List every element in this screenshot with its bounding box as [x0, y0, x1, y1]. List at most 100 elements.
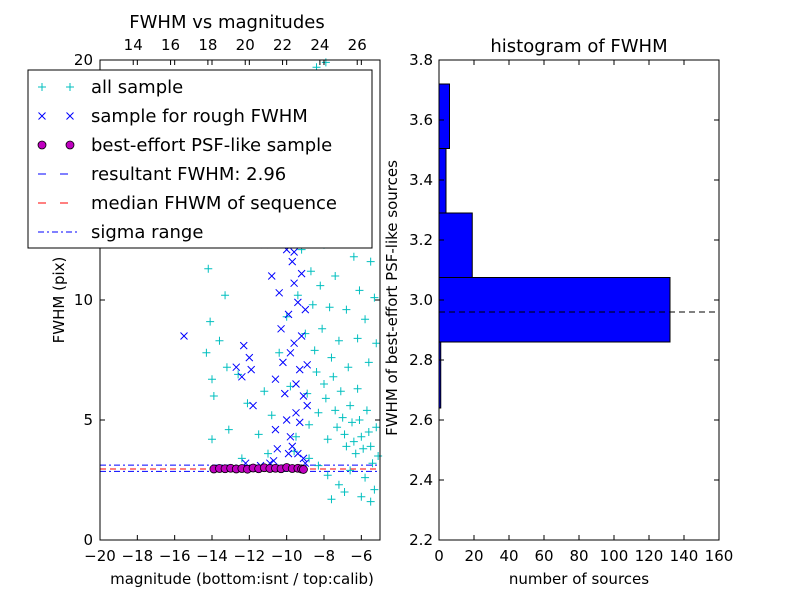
top-x-tick-label: 20: [236, 36, 255, 54]
data-point-x: [294, 449, 302, 458]
data-point-x: [247, 365, 256, 374]
data-point-plus: [366, 442, 375, 451]
right-x-axis-label: number of sources: [509, 570, 649, 588]
y-tick-label: 3.0: [409, 291, 433, 309]
data-point-x: [303, 360, 312, 369]
data-point-x: [280, 389, 289, 398]
data-point-x: [284, 449, 293, 458]
data-point-plus: [342, 442, 351, 451]
data-point-plus: [338, 413, 347, 422]
top-x-tick-label: 16: [161, 36, 180, 54]
data-point-plus: [221, 291, 230, 300]
legend-item: median FHWM of sequence: [38, 193, 337, 214]
data-point-plus: [362, 406, 371, 415]
y-tick-label: 3.8: [409, 51, 433, 69]
data-point-x: [297, 332, 306, 340]
data-point-x: [271, 375, 280, 384]
data-point-plus: [305, 420, 314, 429]
y-tick-label: 2.4: [409, 471, 433, 489]
data-point-plus: [370, 485, 379, 494]
top-x-tick-label: 22: [273, 36, 292, 54]
data-point-plus: [349, 437, 358, 446]
data-point-plus: [355, 286, 364, 295]
data-point-plus: [321, 394, 330, 403]
data-point-plus: [342, 305, 351, 314]
data-point-x: [290, 339, 298, 348]
data-point-plus: [374, 452, 383, 460]
x-tick-label: 0: [434, 547, 444, 565]
data-point-plus: [329, 372, 338, 381]
legend-item: sample for rough FWHM: [38, 106, 308, 127]
data-point-plus: [237, 454, 246, 463]
legend-label: median FHWM of sequence: [91, 193, 337, 214]
legend-item: all sample: [38, 77, 183, 98]
data-point-x: [288, 257, 297, 266]
data-point-plus: [355, 416, 364, 424]
data-point-plus: [254, 430, 263, 439]
data-point-plus: [264, 449, 272, 458]
x-tick-label: 120: [635, 547, 664, 565]
y-tick-label: 3.6: [409, 111, 433, 129]
data-point-x: [273, 444, 282, 453]
x-tick-label: −12: [234, 547, 266, 565]
y-tick-label: 3.4: [409, 171, 433, 189]
legend-marker-swatch: [38, 112, 46, 120]
histogram-bar: [438, 212, 473, 278]
data-point-plus: [327, 353, 336, 362]
x-tick-label: −18: [122, 547, 154, 565]
x-tick-label: 60: [534, 547, 553, 565]
data-point-plus: [293, 291, 302, 300]
right-y-axis-label: FWHM of best-effort PSF-like sources: [383, 160, 401, 436]
data-point-plus: [260, 387, 269, 396]
data-point-x: [301, 305, 310, 314]
left-axis-ticks: −20 −18 −16 −14 −12 −10 −8 −6 0 5 10 20 14 16 18 20 22 24…: [74, 36, 380, 565]
data-point-plus: [320, 380, 328, 388]
data-point-x: [269, 456, 278, 465]
top-x-tick-label: 14: [124, 36, 143, 54]
data-point-plus: [334, 336, 343, 345]
data-point-plus: [222, 363, 231, 372]
left-y-axis-label: FWHM (pix): [50, 257, 68, 344]
data-point-x: [292, 380, 300, 388]
data-point-plus: [340, 430, 349, 439]
x-tick-label: 100: [600, 547, 629, 565]
data-point-plus: [331, 406, 340, 415]
right-plot-area: [438, 83, 719, 409]
data-point-x: [275, 288, 284, 297]
data-point-plus: [306, 267, 315, 276]
data-point-plus: [366, 497, 375, 506]
data-point-plus: [323, 435, 332, 444]
data-point-plus: [209, 392, 218, 400]
legend-item: best-effort PSF-like sample: [37, 135, 332, 156]
data-point-x: [290, 248, 298, 256]
data-point-plus: [224, 425, 233, 434]
data-point-plus: [361, 315, 370, 324]
data-point-plus: [318, 324, 327, 333]
y-tick-label: 5: [83, 411, 93, 429]
legend-marker-swatch: [65, 140, 75, 150]
data-point-plus: [368, 459, 377, 468]
histogram-bar: [438, 83, 450, 149]
data-point-plus: [370, 293, 379, 302]
data-point-x: [297, 269, 306, 278]
top-x-tick-label: 24: [310, 36, 329, 54]
data-point-x: [288, 442, 297, 451]
data-point-x: [232, 363, 241, 372]
data-point-x: [239, 341, 248, 350]
x-tick-label: 140: [670, 547, 699, 565]
data-point-plus: [349, 252, 358, 261]
data-point-plus: [325, 303, 334, 312]
data-point-x: [299, 454, 308, 463]
legend-label: sample for rough FWHM: [91, 106, 308, 127]
top-x-tick-label: 18: [198, 36, 217, 54]
data-point-plus: [331, 272, 340, 280]
y-tick-label: 2.2: [409, 531, 433, 549]
histogram-bar: [438, 277, 671, 343]
left-x-axis-label: magnitude (bottom:isnt / top:calib): [110, 570, 374, 588]
data-point-plus: [234, 370, 243, 379]
legend: all sample sample for rough FWHM best-effo…: [27, 69, 373, 249]
data-point-plus: [366, 257, 375, 266]
x-tick-label: −16: [159, 547, 191, 565]
legend-box: [27, 69, 373, 249]
